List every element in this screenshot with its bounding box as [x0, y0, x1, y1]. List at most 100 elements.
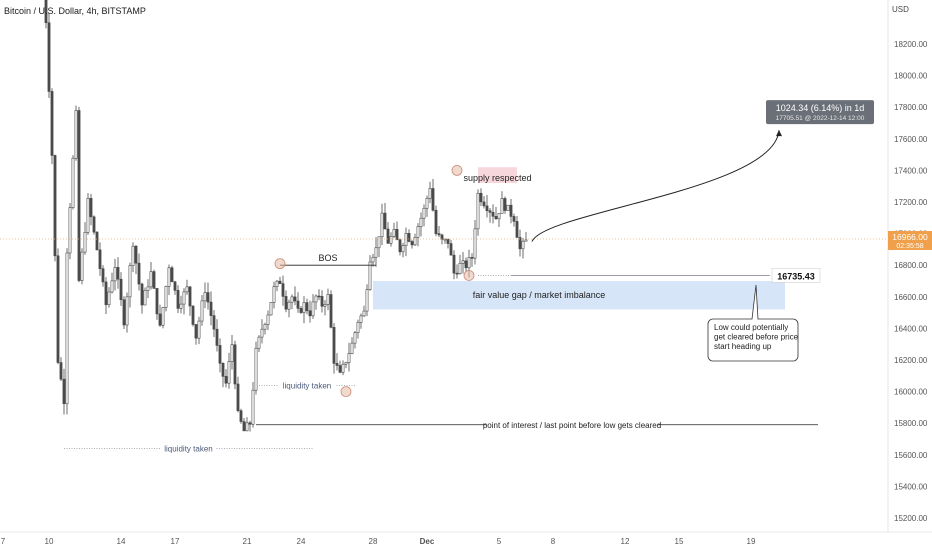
note-line: start heading up — [714, 342, 772, 351]
candle-body — [347, 353, 351, 363]
candle-body — [395, 229, 399, 241]
y-tick-label: 16800.00 — [894, 261, 928, 270]
candle-body — [65, 252, 69, 405]
candle-body — [518, 237, 522, 250]
candle-body — [134, 245, 138, 264]
candle-body — [497, 213, 501, 220]
candle-body — [227, 361, 231, 384]
y-axis-unit: USD — [892, 5, 909, 14]
x-tick-label: 15 — [675, 537, 684, 546]
candle-body — [101, 268, 105, 283]
candle-body — [377, 236, 381, 249]
fvg-zone — [373, 281, 785, 310]
candle-body — [467, 257, 471, 269]
candle-body — [113, 267, 117, 282]
swing-marker — [451, 164, 463, 176]
candle-body — [215, 328, 219, 346]
liquidity-label-bg-1 — [160, 442, 217, 455]
y-tick-label: 17800.00 — [894, 103, 928, 112]
candle-body — [521, 240, 525, 250]
candle-body — [170, 267, 174, 283]
liquidity-label-bg-2 — [279, 379, 335, 392]
projection-curve — [531, 130, 780, 242]
annotation-layer: supply respected fair value gap / market … — [0, 100, 888, 455]
candle-body — [176, 290, 180, 309]
candle-body — [302, 302, 306, 313]
fvg-label: fair value gap / market imbalance — [473, 290, 606, 300]
candle-body — [344, 362, 348, 365]
candle-body — [329, 294, 333, 328]
candle-body — [314, 295, 318, 303]
y-tick-label: 16400.00 — [894, 324, 928, 333]
candle-body — [299, 308, 303, 313]
x-tick-label: 10 — [45, 537, 54, 546]
candle-body — [488, 210, 492, 213]
candle-body — [338, 365, 342, 373]
candle-body — [296, 300, 300, 309]
candle-body — [461, 260, 465, 264]
candle-body — [230, 344, 234, 362]
candle-body — [380, 212, 384, 238]
candle-body — [305, 302, 309, 312]
candle-body — [98, 249, 102, 269]
candle-body — [122, 299, 126, 326]
candle-body — [77, 110, 81, 281]
candle-body — [416, 226, 420, 238]
candle-body — [146, 286, 150, 291]
candle-body — [242, 421, 246, 432]
candle-body — [278, 280, 282, 284]
candle-body — [137, 262, 141, 285]
candles-layer — [44, 0, 528, 432]
candle-body — [152, 271, 156, 289]
candle-body — [326, 294, 330, 305]
candle-body — [419, 217, 423, 227]
candle-body — [173, 281, 177, 291]
candle-body — [332, 327, 336, 364]
candle-body — [155, 288, 159, 315]
candle-body — [287, 301, 291, 310]
candle-body — [74, 110, 78, 159]
candle-body — [158, 313, 162, 326]
candle-body — [437, 233, 441, 236]
candle-body — [251, 389, 255, 425]
candle-body — [434, 209, 438, 234]
y-tick-label: 18000.00 — [894, 72, 928, 81]
supply-zone-label: supply respected — [463, 173, 531, 183]
y-tick-label: 15200.00 — [894, 514, 928, 523]
candle-body — [365, 289, 369, 312]
candle-body — [140, 283, 144, 306]
candle-body — [362, 310, 366, 317]
y-axis-bg — [888, 0, 932, 550]
candle-body — [71, 157, 75, 208]
candle-body — [440, 234, 444, 240]
x-tick-label: 8 — [551, 537, 556, 546]
candle-body — [308, 310, 312, 317]
candle-body — [485, 205, 489, 211]
candle-body — [194, 324, 198, 339]
candle-body — [83, 232, 87, 253]
x-tick-label: 5 — [497, 537, 502, 546]
candle-body — [494, 216, 498, 220]
candle-body — [389, 236, 393, 244]
x-axis-bg — [0, 532, 932, 550]
chart-title: Bitcoin / U.S. Dollar, 4h, BITSTAMP — [4, 6, 146, 16]
candle-body — [353, 332, 357, 344]
candle-body — [257, 336, 261, 349]
y-tick-label: 17400.00 — [894, 166, 928, 175]
candle-body — [482, 201, 486, 207]
candle-body — [143, 290, 147, 306]
candle-body — [185, 286, 189, 293]
note-pointer — [751, 284, 759, 320]
candle-body — [56, 255, 60, 363]
candle-body — [428, 188, 432, 199]
candle-body — [131, 245, 135, 266]
poi-label-bg — [486, 418, 658, 431]
candle-body — [281, 283, 285, 297]
candle-body — [323, 304, 327, 307]
candle-body — [275, 280, 279, 287]
candle-body — [476, 192, 480, 230]
candle-body — [479, 192, 483, 203]
candle-body — [245, 422, 249, 432]
